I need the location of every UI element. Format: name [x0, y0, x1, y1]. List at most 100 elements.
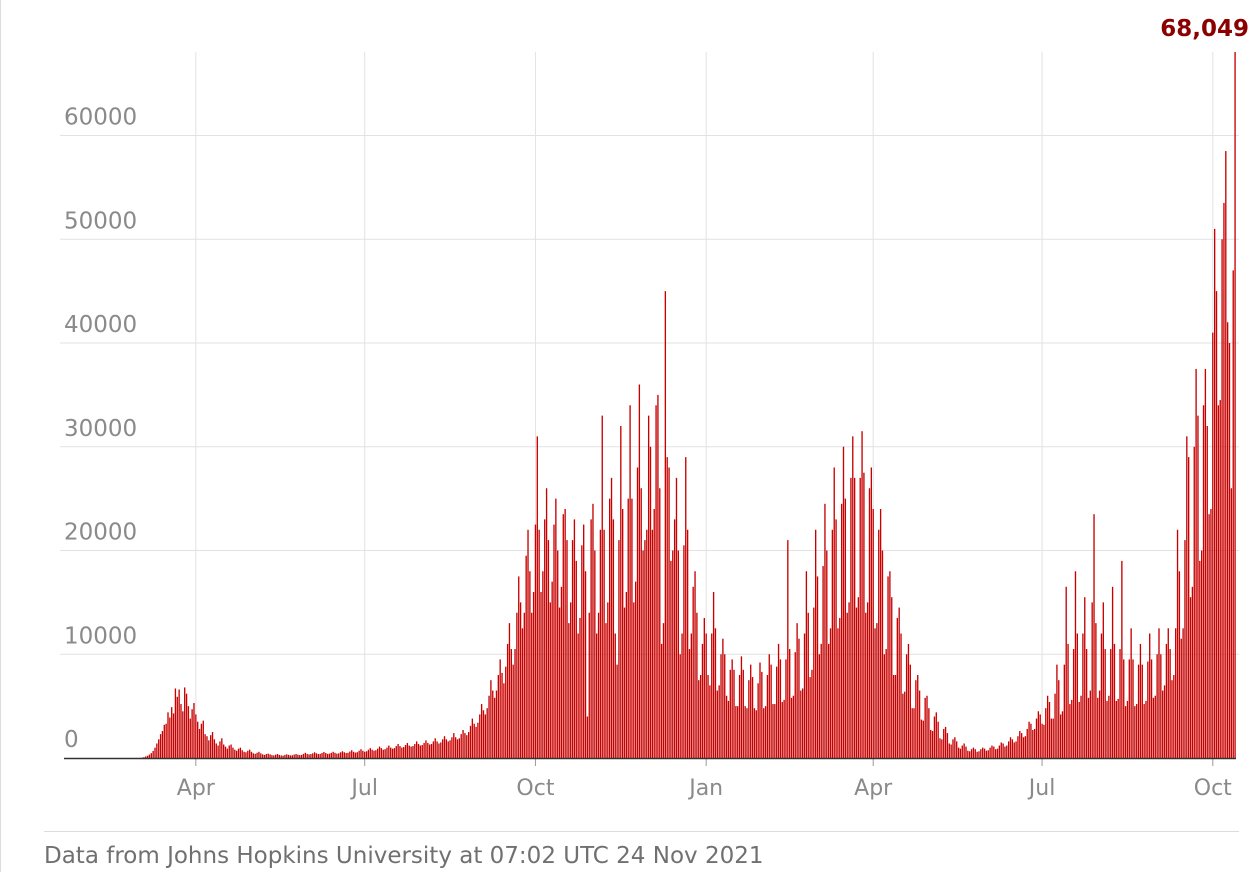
bar	[172, 713, 175, 758]
y-tick-label: 50000	[64, 208, 137, 234]
bar	[640, 488, 642, 758]
bar	[755, 710, 757, 758]
bar	[473, 723, 475, 758]
bar	[441, 739, 444, 758]
bar	[482, 710, 485, 758]
bar	[770, 664, 772, 758]
bar	[1022, 737, 1025, 758]
y-tick-label: 30000	[64, 416, 137, 442]
bar	[835, 519, 837, 758]
bar	[315, 753, 318, 758]
bar	[325, 753, 327, 758]
bar	[384, 749, 386, 758]
bar	[553, 524, 555, 758]
bar	[679, 654, 681, 758]
bar	[293, 754, 295, 758]
bar	[230, 744, 232, 758]
bar	[291, 755, 294, 758]
bar	[382, 749, 384, 758]
bar	[1210, 509, 1212, 758]
bar	[341, 751, 344, 758]
bar	[1134, 706, 1136, 758]
bar	[503, 683, 505, 758]
bar	[879, 509, 882, 758]
bar	[696, 612, 698, 758]
bar	[323, 751, 325, 758]
bar	[245, 752, 247, 758]
bar	[980, 749, 982, 758]
bar	[269, 754, 271, 758]
bar	[453, 733, 455, 758]
bar	[753, 708, 756, 758]
bar	[948, 743, 950, 758]
bar	[842, 446, 845, 758]
bar	[686, 529, 689, 758]
bar	[373, 750, 375, 758]
bar	[193, 703, 195, 758]
bar	[532, 592, 535, 758]
bar	[989, 747, 991, 758]
bar	[1089, 690, 1091, 758]
bar	[289, 755, 292, 758]
bar	[750, 664, 752, 758]
bar	[581, 545, 583, 758]
bar	[662, 623, 665, 758]
bar	[1059, 714, 1062, 758]
bar	[915, 680, 917, 758]
bar	[1100, 633, 1103, 758]
bar	[306, 753, 308, 758]
bar	[460, 734, 462, 758]
bar	[1102, 602, 1104, 758]
bar	[781, 701, 783, 758]
bar	[983, 748, 986, 758]
bar	[403, 747, 405, 758]
bar	[1056, 664, 1058, 758]
bar	[237, 748, 240, 758]
bar	[894, 675, 897, 758]
bar	[1119, 649, 1121, 758]
bar	[258, 751, 260, 758]
bar	[1160, 654, 1162, 758]
bar	[566, 540, 568, 758]
bar	[300, 754, 303, 758]
bar	[987, 750, 989, 758]
bar	[154, 747, 156, 758]
bar	[326, 753, 329, 758]
bar	[224, 746, 227, 758]
bar	[772, 704, 774, 758]
bar	[846, 612, 848, 758]
bar	[863, 472, 865, 758]
bar	[905, 654, 908, 758]
bar	[302, 753, 305, 758]
bar	[345, 753, 347, 758]
bar	[872, 509, 874, 758]
bar	[1228, 343, 1231, 758]
bar	[167, 712, 169, 758]
bar	[826, 550, 828, 758]
bar	[603, 529, 605, 758]
bar	[855, 607, 858, 758]
bar	[878, 529, 880, 758]
bar	[1199, 560, 1201, 758]
bar	[156, 743, 158, 758]
bar	[939, 738, 941, 758]
bar	[705, 633, 707, 758]
bar	[644, 540, 646, 758]
bar	[440, 742, 442, 758]
bar	[223, 744, 225, 758]
bar	[549, 602, 551, 758]
left-border	[0, 0, 1, 872]
bar	[1041, 723, 1043, 758]
bar	[729, 669, 731, 758]
y-tick-label: 20000	[64, 520, 137, 546]
bar	[310, 754, 312, 758]
bar	[404, 745, 407, 758]
bar	[1132, 659, 1134, 758]
bar	[495, 690, 498, 758]
bar	[538, 529, 540, 758]
bar	[818, 654, 821, 758]
bar	[1171, 680, 1173, 758]
bar	[408, 745, 410, 758]
bar	[816, 576, 819, 758]
bar	[427, 742, 429, 758]
